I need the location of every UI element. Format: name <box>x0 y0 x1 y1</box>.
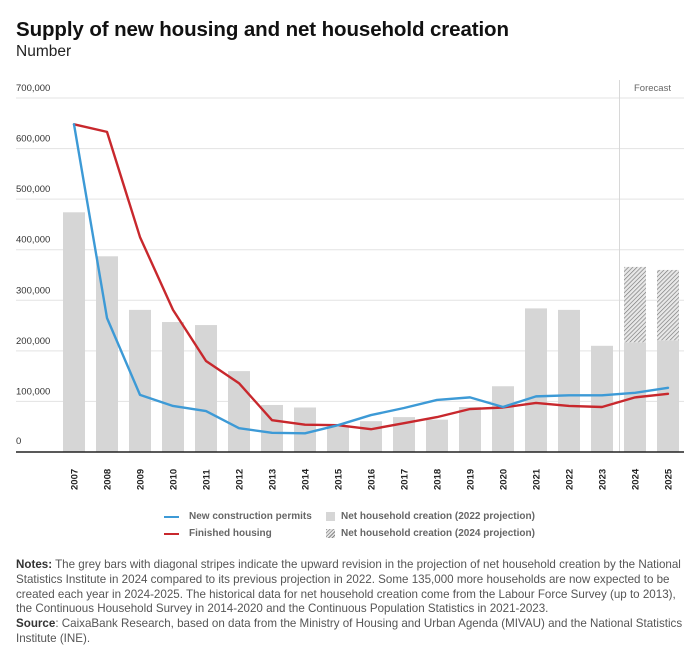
x-axis-ticks: 2007 2008 2009 2010 2011 2012 2013 2014 2015 2016… <box>70 468 675 490</box>
notes-paragraph: Notes: The grey bars with diagonal strip… <box>16 558 688 617</box>
legend-item-finished: Finished housing <box>164 528 326 539</box>
y-tick-label: 200,000 <box>16 336 50 347</box>
bar-household-2024 <box>657 270 679 340</box>
x-tick-label: 2016 <box>367 469 378 490</box>
x-tick-label: 2021 <box>532 468 543 490</box>
bar-household-2022 <box>96 256 118 452</box>
y-tick-label: 500,000 <box>16 184 50 195</box>
legend-label-finished: Finished housing <box>189 528 272 539</box>
legend-label-permits: New construction permits <box>189 511 312 522</box>
x-tick-label: 2010 <box>169 469 180 490</box>
y-tick-label: 600,000 <box>16 134 50 145</box>
y-tick-label: 400,000 <box>16 235 50 246</box>
notes: Notes: The grey bars with diagonal strip… <box>16 558 688 647</box>
x-tick-label: 2017 <box>400 469 411 490</box>
x-tick-label: 2008 <box>103 469 114 490</box>
source-paragraph: Source: CaixaBank Research, based on dat… <box>16 617 688 647</box>
bar-household-2022 <box>525 308 547 452</box>
y-tick-label: 0 <box>16 436 21 447</box>
y-tick-label: 300,000 <box>16 285 50 296</box>
legend-item-permits: New construction permits <box>164 511 326 522</box>
x-tick-label: 2011 <box>202 469 213 490</box>
x-tick-label: 2022 <box>565 469 576 490</box>
legend-swatch-finished <box>164 533 179 535</box>
notes-text: The grey bars with diagonal stripes indi… <box>16 558 681 615</box>
bar-household-2022 <box>558 310 580 452</box>
bar-household-2022 <box>195 325 217 452</box>
y-tick-label: 100,000 <box>16 386 50 397</box>
y-tick-label: 700,000 <box>16 83 50 94</box>
x-tick-label: 2014 <box>301 468 312 490</box>
bar-household-2024 <box>624 267 646 342</box>
bar-household-2022 <box>492 386 514 452</box>
y-axis-ticks: 0 100,000 200,000 300,000 400,000 500,000 600,… <box>16 83 50 447</box>
x-tick-label: 2013 <box>268 469 279 490</box>
legend-swatch-household-2024 <box>326 529 335 538</box>
bar-household-2022 <box>657 340 679 452</box>
x-tick-label: 2024 <box>631 468 642 490</box>
forecast-label: Forecast <box>634 83 671 94</box>
x-tick-label: 2007 <box>70 469 81 490</box>
x-tick-label: 2023 <box>598 469 609 490</box>
legend-label-household-2022: Net household creation (2022 projection) <box>341 511 535 522</box>
x-tick-label: 2025 <box>664 468 675 490</box>
bar-household-2022 <box>63 212 85 452</box>
bar-household-2022 <box>591 346 613 452</box>
chart: 0 100,000 200,000 300,000 400,000 500,000 600,… <box>0 0 694 505</box>
x-tick-label: 2009 <box>136 469 147 490</box>
bar-household-2022 <box>294 407 316 452</box>
source-text: : CaixaBank Research, based on data from… <box>16 617 682 645</box>
x-tick-label: 2020 <box>499 469 510 490</box>
x-tick-label: 2012 <box>235 469 246 490</box>
legend-label-household-2024: Net household creation (2024 projection) <box>341 528 535 539</box>
legend-swatch-permits <box>164 516 179 518</box>
x-tick-label: 2018 <box>433 469 444 490</box>
bar-household-2022 <box>327 427 349 452</box>
bar-household-2022 <box>360 421 382 452</box>
legend: New construction permits Net household c… <box>164 508 535 542</box>
legend-item-household-2022: Net household creation (2022 projection) <box>326 511 535 522</box>
bar-household-2022 <box>459 407 481 452</box>
bar-household-2022 <box>426 420 448 452</box>
bar-household-2022 <box>162 322 184 452</box>
source-label: Source <box>16 617 55 630</box>
bar-household-2022 <box>129 310 151 452</box>
x-tick-label: 2019 <box>466 469 477 490</box>
legend-swatch-household-2022 <box>326 512 335 521</box>
legend-item-household-2024: Net household creation (2024 projection) <box>326 528 535 539</box>
x-tick-label: 2015 <box>334 468 345 490</box>
notes-label: Notes: <box>16 558 52 571</box>
